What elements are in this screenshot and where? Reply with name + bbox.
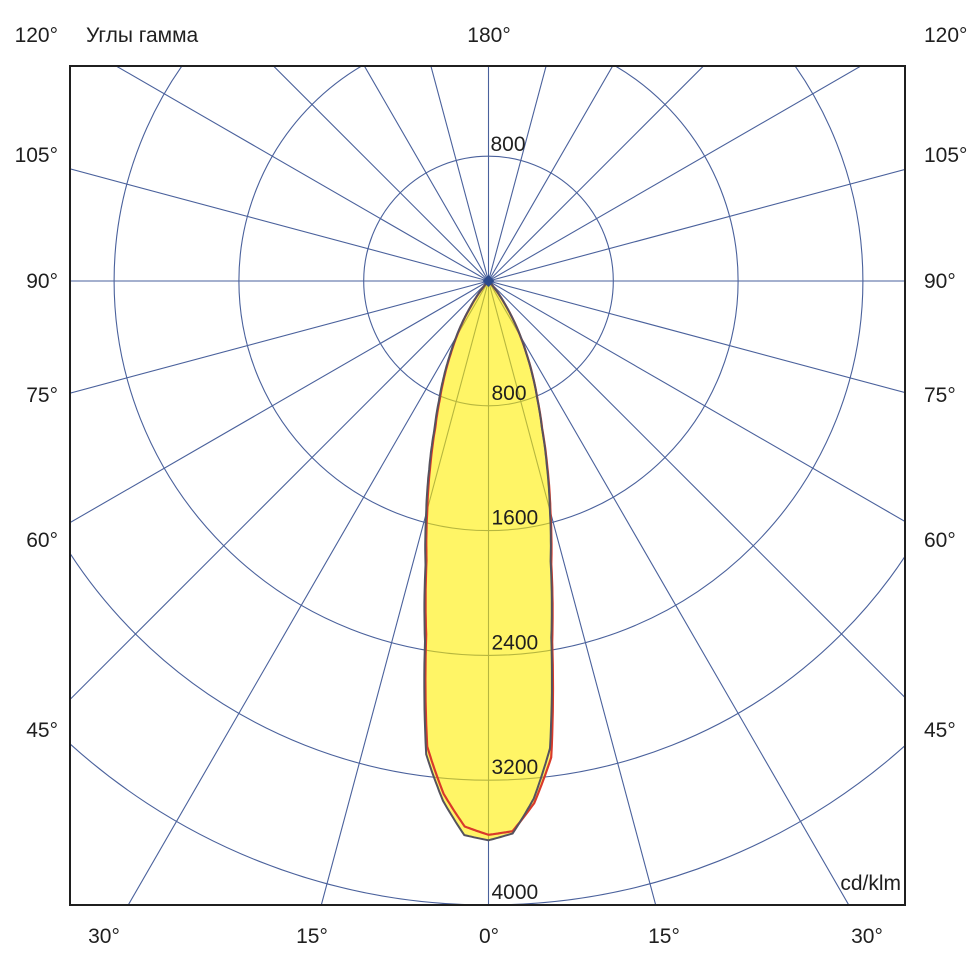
grid-ray-75	[488, 280, 905, 394]
grid-ray-315	[70, 280, 489, 701]
chart-frame	[69, 65, 906, 906]
angle-label-bottom-4-30: 30°	[851, 925, 883, 948]
grid-ray-150	[488, 66, 614, 282]
radial-tick-label-1600: 1600	[492, 507, 539, 530]
grid-ray-195	[430, 66, 490, 282]
grid-ray-285	[70, 280, 489, 394]
radial-tick-label-4000: 4000	[492, 881, 539, 904]
grid-ray-240	[115, 66, 489, 282]
angle-label-left-120: 120°	[15, 24, 58, 47]
angle-label-top-180: 180°	[467, 24, 510, 47]
radial-tick-label-2400: 2400	[492, 631, 539, 654]
chart-title: Углы гамма	[86, 24, 199, 47]
angle-label-left-60: 60°	[26, 529, 58, 552]
angle-label-left-45: 45°	[26, 719, 58, 742]
angle-label-left-75: 75°	[26, 384, 58, 407]
angle-label-right-90: 90°	[924, 270, 956, 293]
grid-ray-210	[363, 66, 489, 282]
angle-label-left-105: 105°	[15, 144, 58, 167]
angle-label-left-90: 90°	[26, 270, 58, 293]
radial-tick-label-800: 800	[492, 382, 527, 405]
grid-ray-255	[70, 168, 489, 282]
unit-label: cd/klm	[840, 872, 901, 895]
angle-label-bottom-2-0: 0°	[479, 925, 499, 948]
angle-label-right-45: 45°	[924, 719, 956, 742]
grid-ray-135	[488, 66, 705, 282]
grid-ray-165	[487, 66, 547, 282]
grid-ray-330	[127, 280, 489, 905]
angle-label-right-75: 75°	[924, 384, 956, 407]
beam-curve-dark	[423, 279, 553, 842]
grid-ray-225	[272, 66, 489, 282]
angle-label-right-60: 60°	[924, 529, 956, 552]
grid-ray-30	[488, 280, 850, 905]
radial-tick-label-800-top: 800	[491, 133, 526, 156]
radial-tick-label-3200: 3200	[492, 756, 539, 779]
beam-lobe	[423, 279, 555, 842]
chart-labels: 120° 105° 90° 75° 60° 45° 120° 105° 90° 75° 60° 45°…	[15, 24, 968, 948]
grid-ray-60	[488, 280, 905, 523]
grid-ray-105	[488, 168, 905, 282]
angle-label-bottom-1-15: 15°	[296, 925, 328, 948]
center-marker	[482, 275, 495, 287]
angle-label-right-105: 105°	[924, 144, 967, 167]
grid-ray-120	[488, 66, 862, 282]
angle-label-right-120: 120°	[924, 24, 967, 47]
angle-label-bottom-3-15: 15°	[648, 925, 680, 948]
beam-fill	[424, 281, 553, 841]
angle-label-bottom-0-30: 30°	[88, 925, 120, 948]
grid-ray-45	[488, 280, 905, 699]
grid-ray-300	[70, 280, 489, 524]
